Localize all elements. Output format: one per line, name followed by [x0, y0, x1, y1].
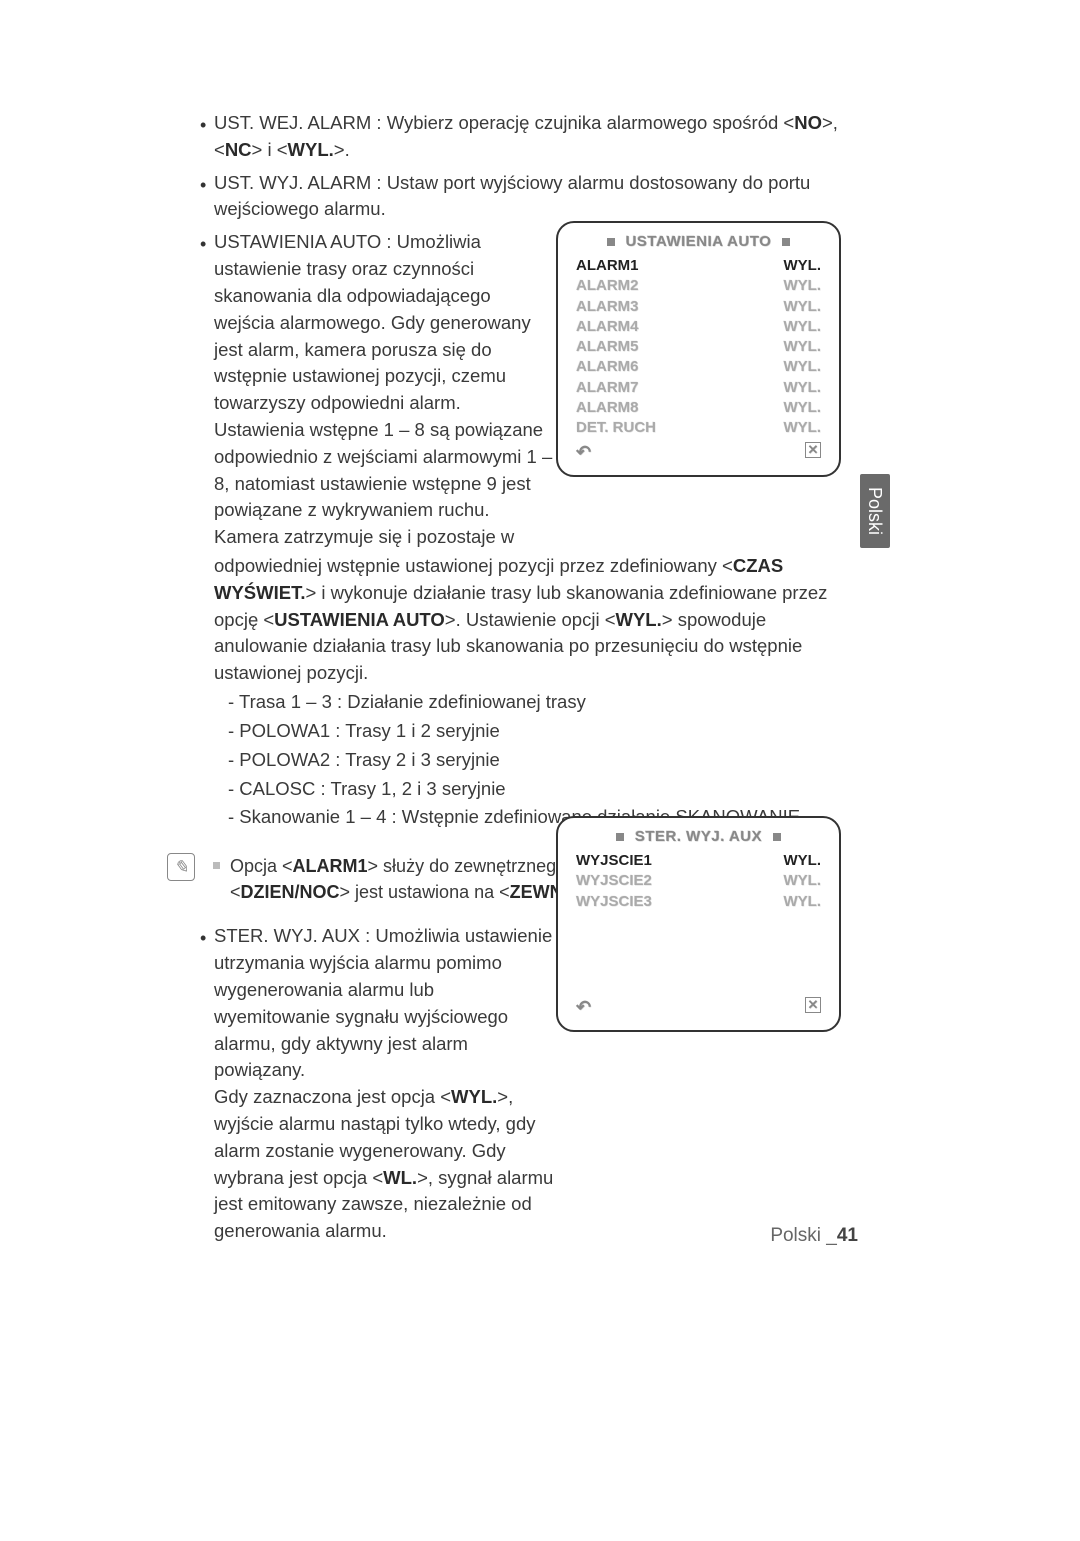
note-icon: ✎ [167, 853, 195, 881]
row-label: ALARM2 [576, 276, 639, 296]
sub-item: - CALOSC : Trasy 1, 2 i 3 seryjnie [228, 776, 840, 803]
block-right-icon [773, 833, 781, 841]
panel-title-text: USTAWIENIA AUTO [626, 233, 772, 250]
panel-ustawienia-auto: USTAWIENIA AUTO ALARM1WYL.ALARM2WYL.ALAR… [556, 221, 841, 477]
row-label: DET. RUCH [576, 418, 656, 438]
panel-row[interactable]: ALARM3 WYL. [576, 297, 821, 317]
footer-lang: Polski [770, 1225, 821, 1246]
panel-row[interactable]: ALARM6 WYL. [576, 357, 821, 377]
panel-row[interactable]: WYJSCIE2 WYL. [576, 871, 821, 891]
row-label: ALARM4 [576, 317, 639, 337]
panel-title: USTAWIENIA AUTO [576, 233, 821, 250]
bullet-dot-icon [200, 923, 214, 1245]
row-value: WYL. [784, 398, 822, 418]
sub-list: - Trasa 1 – 3 : Działanie zdefiniowanej … [214, 689, 840, 831]
narrow-col-text: STER. WYJ. AUX : Umożliwia ustawienie ut… [214, 923, 554, 1084]
panel-row[interactable]: ALARM5 WYL. [576, 337, 821, 357]
row-label: ALARM7 [576, 378, 639, 398]
panel-row[interactable]: ALARM2 WYL. [576, 276, 821, 296]
row-value: WYL. [784, 337, 822, 357]
close-icon[interactable]: ✕ [805, 442, 821, 458]
row-value: WYL. [784, 378, 822, 398]
bullet-text: UST. WEJ. ALARM : Wybierz operację czujn… [214, 110, 840, 164]
sub-item: - POLOWA1 : Trasy 1 i 2 seryjnie [228, 718, 840, 745]
panel-ster-wyj-aux: STER. WYJ. AUX WYJSCIE1WYL.WYJSCIE2WYL.W… [556, 816, 841, 1032]
narrow-col-text: Gdy zaznaczona jest opcja <WYL.>, wyjści… [214, 1084, 554, 1245]
row-label: ALARM5 [576, 337, 639, 357]
row-label: ALARM3 [576, 297, 639, 317]
panel-pad [576, 912, 821, 993]
row-value: WYL. [784, 276, 822, 296]
wrap-text: odpowiedniej wstępnie ustawionej pozycji… [214, 553, 840, 687]
block-left-icon [607, 238, 615, 246]
sub-item: - POLOWA2 : Trasy 2 i 3 seryjnie [228, 747, 840, 774]
panel-footer: ↶ ✕ [576, 442, 821, 463]
block-left-icon [616, 833, 624, 841]
block-right-icon [782, 238, 790, 246]
footer-page: 41 [837, 1225, 858, 1246]
row-label: ALARM1 [576, 256, 639, 276]
row-label: ALARM8 [576, 398, 639, 418]
row-value: WYL. [784, 871, 822, 891]
panel-row[interactable]: ALARM8 WYL. [576, 398, 821, 418]
row-value: WYL. [784, 357, 822, 377]
row-value: WYL. [784, 297, 822, 317]
panel-row[interactable]: ALARM4 WYL. [576, 317, 821, 337]
sub-item: - Trasa 1 – 3 : Działanie zdefiniowanej … [228, 689, 840, 716]
narrow-col-text: USTAWIENIA AUTO : Umożliwia ustawienie t… [214, 229, 554, 551]
note-square-icon [213, 862, 220, 869]
bullet-dot-icon [200, 110, 214, 164]
back-icon[interactable]: ↶ [576, 442, 591, 463]
row-value: WYL. [784, 892, 822, 912]
row-value: WYL. [784, 418, 822, 438]
row-label: WYJSCIE1 [576, 851, 652, 871]
page-footer: Polski _41 [0, 1225, 1080, 1247]
panel-rows: ALARM1 WYL. ALARM2 WYL. ALARM3 WYL. ALARM4 WYL.… [576, 256, 821, 438]
panel-row[interactable]: WYJSCIE1 WYL. [576, 851, 821, 871]
panel-row[interactable]: ALARM1 WYL. [576, 256, 821, 276]
bullet-dot-icon [200, 229, 214, 833]
row-label: WYJSCIE2 [576, 871, 652, 891]
row-label: ALARM6 [576, 357, 639, 377]
bullet-text: UST. WYJ. ALARM : Ustaw port wyjściowy a… [214, 170, 840, 224]
row-value: WYL. [784, 317, 822, 337]
panel-title: STER. WYJ. AUX [576, 828, 821, 845]
panel-row[interactable]: ALARM7 WYL. [576, 378, 821, 398]
panel-row[interactable]: WYJSCIE3 WYL. [576, 892, 821, 912]
bullet-ust-wyj: UST. WYJ. ALARM : Ustaw port wyjściowy a… [200, 170, 840, 224]
row-value: WYL. [784, 851, 822, 871]
close-icon[interactable]: ✕ [805, 997, 821, 1013]
panel-row[interactable]: DET. RUCH WYL. [576, 418, 821, 438]
bullet-dot-icon [200, 170, 214, 224]
row-value: WYL. [784, 256, 822, 276]
bullet-ust-wej: UST. WEJ. ALARM : Wybierz operację czujn… [200, 110, 840, 164]
side-tab-lang: Polski [860, 474, 890, 548]
panel-footer: ↶ ✕ [576, 997, 821, 1018]
panel-rows: WYJSCIE1 WYL. WYJSCIE2 WYL. WYJSCIE3 WYL. [576, 851, 821, 912]
row-label: WYJSCIE3 [576, 892, 652, 912]
panel-title-text: STER. WYJ. AUX [635, 828, 762, 845]
back-icon[interactable]: ↶ [576, 997, 591, 1018]
